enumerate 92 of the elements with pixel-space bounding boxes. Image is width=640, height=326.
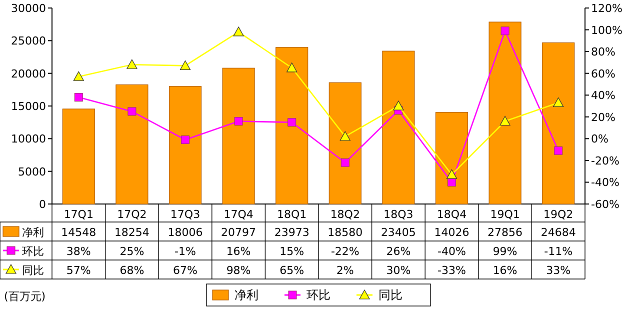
data-label: 24684	[540, 226, 576, 239]
data-label: 38%	[66, 245, 91, 258]
point	[393, 100, 404, 110]
legend-label: 净利	[22, 226, 44, 239]
point	[74, 93, 83, 102]
data-label: 67%	[173, 264, 198, 277]
data-label: 16%	[492, 264, 518, 277]
x-tick-label: 19Q1	[490, 208, 520, 221]
data-label: 26%	[386, 245, 411, 258]
data-label: 57%	[66, 264, 91, 277]
x-tick-label: 18Q2	[330, 208, 360, 221]
point	[128, 107, 136, 116]
y2-tick-label: 120%	[591, 2, 622, 15]
y2-tick-label: 0%	[591, 132, 608, 146]
point	[234, 116, 243, 126]
bar	[276, 47, 308, 204]
legend-label: 环比	[22, 245, 44, 258]
y2-tick-label: -40%	[591, 176, 620, 190]
legend-label: 同比	[22, 264, 44, 277]
y2-tick-label: 20%	[591, 110, 616, 124]
y-tick-label: 20000	[11, 67, 46, 80]
point	[126, 59, 138, 69]
y2-tick-label: -20%	[591, 154, 620, 168]
y2-tick-label: 60%	[591, 67, 616, 80]
data-label: 15%	[280, 245, 304, 258]
point	[500, 26, 510, 36]
point	[233, 26, 244, 36]
point	[446, 169, 458, 179]
bar	[168, 86, 202, 204]
y-tick-label: 15000	[11, 100, 46, 113]
data-label: 27856	[488, 226, 523, 239]
data-label: 2%	[336, 264, 354, 277]
y2-tick-label: 40%	[591, 89, 616, 102]
data-label: -1%	[174, 245, 196, 258]
x-tick-label: 18Q3	[384, 208, 414, 221]
bar	[488, 22, 522, 204]
y-tick-label: 0	[39, 198, 46, 211]
data-label: 18006	[168, 226, 203, 239]
point	[554, 146, 563, 155]
point	[181, 136, 190, 144]
data-label: 18254	[114, 226, 150, 239]
x-tick-label: 17Q3	[170, 208, 200, 221]
point	[340, 158, 350, 167]
x-tick-label: 19Q2	[544, 208, 574, 221]
point	[73, 71, 84, 81]
point	[340, 131, 350, 141]
bar	[328, 82, 362, 204]
y-tick-label: 25000	[11, 34, 46, 48]
text: 同比	[378, 288, 402, 302]
data-label: 16%	[226, 245, 251, 258]
data-label: 25%	[120, 245, 144, 258]
data-label: 23973	[274, 226, 310, 239]
y-tick-label: 5000	[18, 165, 46, 178]
data-label: 18580	[328, 226, 363, 239]
text: 环比	[306, 288, 330, 302]
x-tick-label: 18Q4	[436, 208, 467, 221]
text: (百万元)	[4, 290, 46, 303]
text: 净利	[234, 288, 258, 302]
data-label: 20797	[221, 226, 256, 239]
point	[180, 60, 191, 70]
data-label: 33%	[546, 264, 571, 277]
x-tick-label: 17Q1	[64, 208, 94, 221]
data-label: -40%	[438, 245, 466, 258]
x-tick-label: 17Q2	[117, 208, 147, 221]
bar	[382, 50, 415, 204]
bar	[435, 112, 468, 204]
y-tick-label: 10000	[11, 132, 46, 146]
y2-tick-label: 80%	[591, 46, 616, 59]
point	[553, 97, 564, 108]
bar	[542, 42, 575, 204]
data-label: 65%	[280, 264, 304, 277]
y2-tick-label: -60%	[591, 198, 620, 211]
data-label: -33%	[438, 264, 466, 277]
data-label: 99%	[492, 245, 518, 258]
data-label: -22%	[330, 245, 360, 258]
y2-tick-label: 100%	[591, 24, 622, 37]
bar	[62, 108, 95, 204]
bar	[222, 68, 255, 204]
point	[288, 118, 296, 127]
data-label: 98%	[226, 264, 251, 277]
point	[286, 62, 298, 72]
data-label: 68%	[120, 264, 144, 277]
x-tick-label: 18Q1	[277, 208, 307, 221]
data-label: 23405	[380, 226, 416, 239]
data-label: -11%	[544, 245, 573, 258]
data-label: 30%	[386, 264, 411, 277]
x-tick-label: 17Q4	[224, 208, 254, 221]
y-tick-label: 30000	[11, 2, 46, 15]
data-label: 14026	[434, 226, 470, 239]
data-label: 14548	[61, 226, 96, 239]
bar	[116, 84, 148, 204]
point	[500, 116, 510, 126]
